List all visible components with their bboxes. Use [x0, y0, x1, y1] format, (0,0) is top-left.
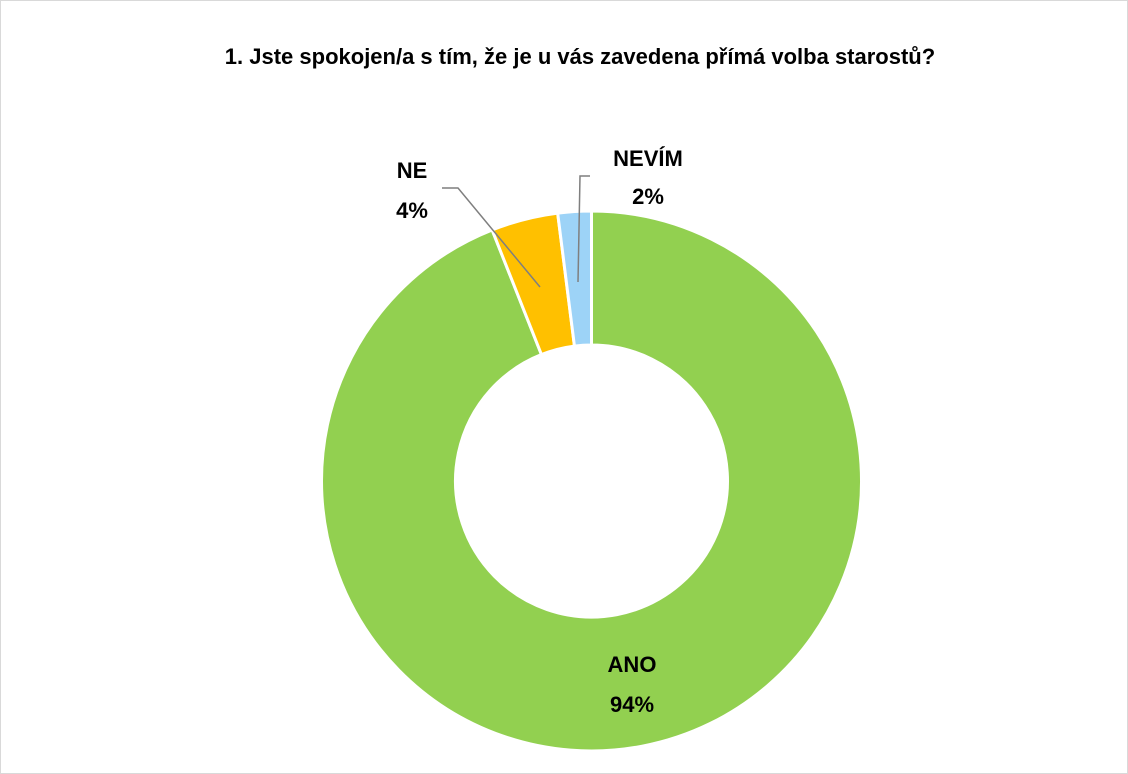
leader-line [577, 175, 590, 283]
slice [320, 209, 863, 753]
data-label-value: 4% [396, 198, 428, 223]
data-label-category: NEVÍM [613, 146, 683, 171]
leader-line [442, 187, 541, 288]
data-label-value: 94% [610, 692, 654, 717]
data-label-category: ANO [608, 652, 657, 677]
data-label-category: NE [397, 158, 428, 183]
data-label-value: 2% [632, 184, 664, 209]
slices [320, 209, 863, 753]
chart-title: 1. Jste spokojen/a s tím, že je u vás za… [224, 44, 936, 69]
slice [555, 209, 593, 348]
